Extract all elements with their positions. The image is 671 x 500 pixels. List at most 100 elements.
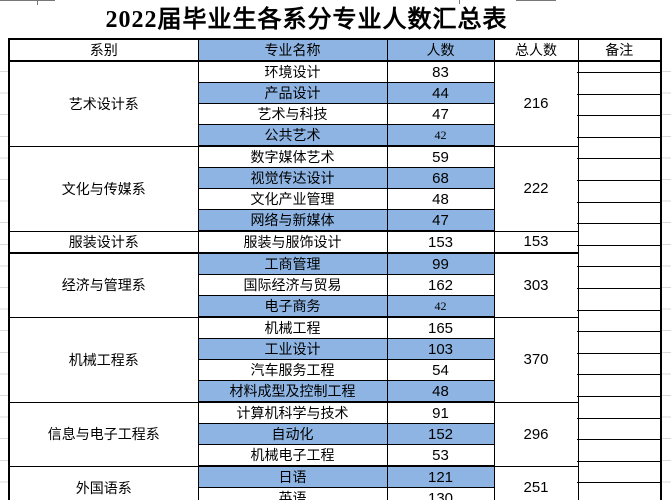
- major-cell: 日语: [197, 465, 388, 488]
- right-margin-gridlines: [660, 71, 671, 497]
- remark-cell: [577, 124, 662, 146]
- major-cell: 汽车服务工程: [197, 359, 388, 381]
- count-cell: 153: [386, 230, 495, 254]
- department-cell: 艺术设计系: [8, 60, 199, 147]
- table-body: 艺术设计系 环境设计 83 216 产品设计 44 艺术与科技 47 公共艺术 42 文化与传媒系数…: [8, 60, 662, 500]
- table-row: 自动化 152: [9, 423, 662, 445]
- table-row: 经济与管理系 工商管理 99 303: [8, 252, 662, 318]
- major-cell: 环境设计: [197, 60, 388, 83]
- table-row: 网络与新媒体 47: [9, 209, 662, 232]
- remark-cell: [577, 209, 662, 231]
- count-cell: 47: [386, 209, 495, 232]
- header-count: 人数: [386, 38, 495, 62]
- remark-cell: [577, 487, 662, 500]
- table-row: 文化与传媒系 数字媒体艺术 59 222: [8, 145, 662, 232]
- count-cell: 42: [386, 124, 495, 147]
- header-total: 总人数: [493, 38, 579, 62]
- department-cell: 服装设计系: [8, 230, 199, 254]
- remark-cell: [577, 274, 662, 296]
- table-row: 国际经济与贸易 162: [9, 274, 662, 296]
- table-row: 视觉传达设计 68: [9, 167, 662, 189]
- count-cell: 53: [386, 444, 495, 467]
- count-cell: 99: [386, 252, 495, 275]
- gridline-remnant: [37, 0, 38, 5]
- count-cell: 165: [386, 316, 495, 339]
- table-row: 工业设计 103: [9, 338, 662, 360]
- remark-cell: [577, 466, 662, 488]
- remark-cell: [577, 402, 662, 424]
- remark-cell: [577, 359, 662, 381]
- table-row: 艺术与科技 47: [9, 103, 662, 125]
- department-cell: 文化与传媒系: [8, 145, 199, 232]
- total-cell: 296: [493, 401, 579, 467]
- table-row: 机械电子工程 53: [9, 444, 662, 467]
- total-cell: 216: [493, 60, 579, 147]
- count-cell: 59: [386, 145, 495, 168]
- major-cell: 数字媒体艺术: [197, 145, 388, 168]
- remark-cell: [577, 253, 662, 275]
- remark-cell: [577, 444, 662, 466]
- summary-table: 系别 专业名称 人数 总人数 备注 艺术设计系 环境设计 83 216 产品设计 44 艺术…: [8, 38, 662, 500]
- table-row: 产品设计 44: [9, 82, 662, 104]
- table-row: 机械工程系 机械工程 165 370: [8, 316, 662, 403]
- count-cell: 44: [386, 82, 495, 104]
- count-cell: 121: [386, 465, 495, 488]
- header-remark: 备注: [577, 38, 662, 62]
- count-cell: 47: [386, 103, 495, 125]
- remark-cell: [577, 317, 662, 339]
- major-cell: 计算机科学与技术: [197, 401, 388, 424]
- table-row: 服装设计系 服装与服饰设计 153 153: [8, 230, 662, 254]
- major-cell: 机械工程: [197, 316, 388, 339]
- remark-cell: [577, 103, 662, 125]
- major-cell: 工业设计: [197, 338, 388, 360]
- count-cell: 54: [386, 359, 495, 381]
- department-cell: 外国语系: [8, 465, 199, 500]
- total-cell: 251: [493, 465, 579, 500]
- department-cell: 经济与管理系: [8, 252, 199, 318]
- header-major: 专业名称: [197, 38, 388, 62]
- count-cell: 48: [386, 380, 495, 403]
- major-cell: 电子商务: [197, 295, 388, 318]
- remark-cell: [577, 423, 662, 445]
- remark-cell: [577, 338, 662, 360]
- header-row: 系别 专业名称 人数 总人数 备注: [8, 38, 662, 62]
- table-row: 外国语系 日语 121 251: [8, 465, 662, 500]
- header-department: 系别: [8, 38, 199, 62]
- count-cell: 103: [386, 338, 495, 360]
- count-cell: 91: [386, 401, 495, 424]
- remark-cell: [577, 167, 662, 189]
- total-cell: 370: [493, 316, 579, 403]
- gridline-remnant: [459, 0, 460, 4]
- count-cell: 42: [386, 295, 495, 318]
- count-cell: 130: [386, 487, 495, 500]
- remark-cell: [577, 380, 662, 402]
- major-cell: 公共艺术: [197, 124, 388, 147]
- count-cell: 152: [386, 423, 495, 445]
- major-cell: 文化产业管理: [197, 188, 388, 210]
- major-cell: 材料成型及控制工程: [197, 380, 388, 403]
- table-row: 艺术设计系 环境设计 83 216: [8, 60, 662, 147]
- left-margin-gridlines: [0, 71, 8, 497]
- gridline-remnant: [0, 0, 55, 1]
- major-cell: 艺术与科技: [197, 103, 388, 125]
- department-cell: 信息与电子工程系: [8, 401, 199, 467]
- total-cell: 303: [493, 252, 579, 318]
- department-cell: 机械工程系: [8, 316, 199, 403]
- count-cell: 48: [386, 188, 495, 210]
- total-cell: 153: [493, 230, 579, 254]
- remark-cell: [577, 188, 662, 210]
- major-cell: 视觉传达设计: [197, 167, 388, 189]
- table-row: 英语 130: [9, 487, 662, 500]
- major-cell: 服装与服饰设计: [197, 230, 388, 254]
- major-cell: 工商管理: [197, 252, 388, 275]
- major-cell: 机械电子工程: [197, 444, 388, 467]
- count-cell: 83: [386, 60, 495, 83]
- table-row: 材料成型及控制工程 48: [9, 380, 662, 403]
- major-cell: 网络与新媒体: [197, 209, 388, 232]
- count-cell: 68: [386, 167, 495, 189]
- remark-cell: [577, 295, 662, 317]
- remark-cell: [577, 82, 662, 104]
- remark-cell: [577, 231, 662, 253]
- summary-table-wrap: 系别 专业名称 人数 总人数 备注 艺术设计系 环境设计 83 216 产品设计 44 艺术…: [8, 38, 662, 500]
